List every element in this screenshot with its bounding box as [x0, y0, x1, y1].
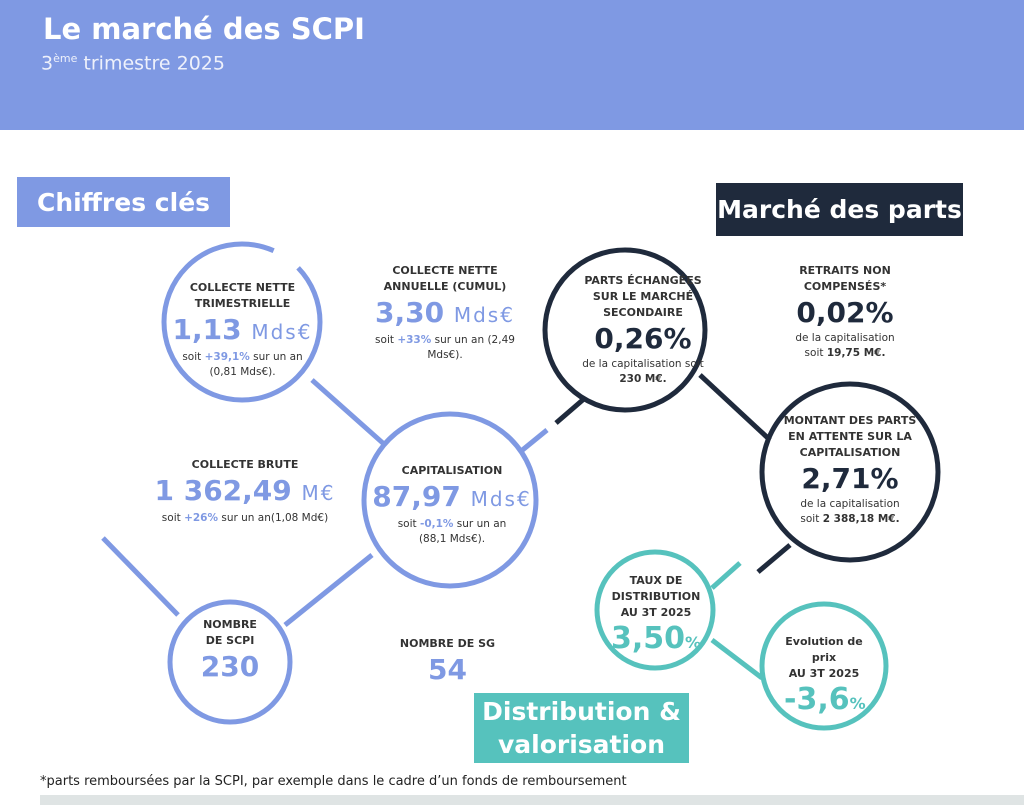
line-attente-left	[756, 543, 792, 574]
circle-parts	[542, 247, 708, 413]
kpi-taux-distribution: TAUX DE DISTRIBUTION AU 3T 2025 3,50%	[610, 574, 702, 656]
page-title: Le marché des SCPI	[43, 12, 365, 46]
line-cap-scpi	[283, 553, 374, 627]
circle-evolution	[759, 601, 889, 731]
circle-attente	[759, 381, 941, 563]
line-trim-cap	[310, 378, 387, 447]
header-banner	[0, 0, 1024, 130]
line-taux-up	[710, 561, 742, 590]
kpi-parts-echangees: PARTS ÉCHANGÉES SUR LE MARCHÉ SECONDAIRE…	[582, 274, 704, 385]
line-cap-right	[518, 428, 549, 454]
circle-nb-scpi	[167, 599, 293, 725]
line-parts-left	[554, 396, 587, 425]
footnote: *parts remboursées par la SCPI, par exem…	[40, 774, 627, 789]
kpi-collecte-brute: COLLECTE BRUTE 1 362,49 M€ soit +26% sur…	[154, 458, 336, 524]
section-marche-parts: Marché des parts	[716, 183, 963, 236]
circle-capitalisation	[361, 411, 539, 589]
circle-taux	[594, 549, 716, 671]
line-taux-evol	[710, 638, 764, 680]
section-distribution: Distribution & valorisation	[474, 693, 689, 763]
circle-collecte-trim	[161, 241, 323, 403]
footer-band	[40, 795, 1024, 805]
kpi-evolution-prix: Evolution de prix AU 3T 2025 -3,6%	[784, 635, 866, 717]
kpi-collecte-annuelle: COLLECTE NETTE ANNUELLE (CUMUL) 3,30 Mds…	[375, 264, 515, 361]
section-chiffres-cles: Chiffres clés	[17, 177, 230, 227]
kpi-parts-attente: MONTANT DES PARTS EN ATTENTE SUR LA CAPI…	[783, 414, 917, 525]
kpi-retraits: RETRAITS NON COMPENSÉS* 0,02% de la capi…	[795, 264, 895, 359]
kpi-capitalisation: CAPITALISATION 87,97 Mds€ soit -0,1% sur…	[372, 464, 532, 545]
page-subtitle: 3ème trimestre 2025	[41, 52, 225, 75]
kpi-nb-scpi: NOMBRE DE SCPI 230	[200, 618, 260, 683]
line-left-scpi	[101, 536, 180, 617]
kpi-collecte-trim: COLLECTE NETTE TRIMESTRIELLE 1,13 Mds€ s…	[172, 281, 313, 378]
line-parts-attente	[698, 373, 772, 442]
kpi-nb-sg: NOMBRE DE SG 54	[399, 637, 496, 686]
